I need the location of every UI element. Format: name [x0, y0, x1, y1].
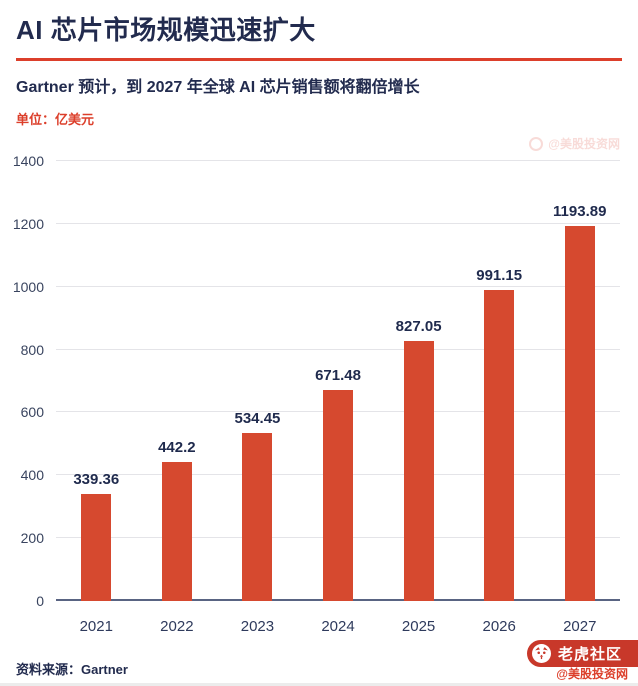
social-handle: @美股投资网	[556, 667, 628, 681]
bar-2027	[564, 225, 595, 601]
source-attribution: 资料来源：Gartner	[16, 662, 128, 677]
bar-2025	[403, 341, 434, 601]
y-tick-label: 800	[20, 341, 44, 358]
y-tick-label: 200	[20, 530, 44, 547]
bar-group-2026: 991.15	[459, 161, 540, 601]
bars-row: 339.36 442.2 534.45 671.48 827.05 991.15 1193.…	[56, 161, 620, 601]
bar-group-2025: 827.05	[378, 161, 459, 601]
y-tick-label: 0	[36, 593, 44, 609]
bottom-divider	[0, 683, 638, 686]
plot-area: 339.36 442.2 534.45 671.48 827.05 991.15 1193.…	[56, 160, 620, 601]
bar-value-label: 991.15	[476, 266, 523, 284]
x-tick-label: 2023	[240, 618, 275, 635]
x-tick-label: 2026	[482, 618, 516, 635]
x-tick-label: 2025	[401, 618, 436, 635]
footer: 资料来源：Gartner 老虎社区 @美股投资网	[0, 636, 638, 686]
bar-2026	[484, 289, 515, 601]
bar-group-2022: 442.2	[137, 161, 218, 601]
brand-name: 老虎社区	[557, 646, 622, 663]
bar-group-2023: 534.45	[217, 161, 298, 601]
y-tick-label: 600	[20, 404, 44, 421]
page-title: AI 芯片市场规模迅速扩大	[16, 15, 316, 45]
x-tick-label: 2021	[79, 618, 113, 635]
gridline	[56, 222, 620, 224]
bar-value-label: 534.45	[234, 410, 281, 428]
watermark-logo-icon	[529, 136, 544, 151]
x-tick-label: 2024	[321, 618, 355, 635]
gridline	[56, 348, 620, 350]
bar-chart: @美股投资网 0 200 400 600 800 1000 1200 1400 339.36 4…	[12, 135, 622, 635]
unit-label: 单位：亿美元	[16, 112, 95, 127]
bar-2023	[242, 433, 273, 601]
y-tick-label: 1000	[12, 278, 44, 295]
gridline	[56, 160, 620, 161]
header: AI 芯片市场规模迅速扩大 Gartner 预计，到 2027 年全球 AI 芯…	[0, 0, 638, 129]
x-axis-labels: 2021 2022 2023 2024 2025 2026 2027	[56, 609, 620, 635]
x-tick-label: 2027	[563, 618, 597, 635]
bar-value-label: 827.05	[395, 318, 442, 336]
bar-2021	[81, 494, 112, 601]
title-underline	[16, 58, 622, 61]
x-tick-label: 2022	[160, 618, 194, 635]
gridline	[56, 285, 620, 287]
tiger-logo-icon	[531, 644, 551, 663]
watermark-text: @美股投资网	[548, 137, 620, 151]
bar-group-2024: 671.48	[298, 161, 379, 601]
bar-value-label: 442.2	[158, 439, 196, 457]
y-tick-label: 400	[20, 467, 44, 484]
bar-2024	[323, 389, 354, 601]
watermark: @美股投资网	[529, 135, 620, 152]
y-axis: 0 200 400 600 800 1000 1200 1400	[12, 154, 50, 608]
bar-group-2021: 339.36	[56, 161, 137, 601]
chart-subtitle: Gartner 预计，到 2027 年全球 AI 芯片销售额将翻倍增长	[16, 79, 420, 96]
bar-value-label: 1193.89	[553, 202, 607, 220]
bar-value-label: 339.36	[73, 471, 120, 489]
bar-2022	[161, 462, 192, 601]
y-tick-label: 1400	[12, 153, 44, 169]
bar-value-label: 671.48	[315, 366, 361, 384]
y-tick-label: 1200	[12, 215, 44, 232]
brand-badge: 老虎社区	[526, 640, 638, 667]
bar-group-2027: 1193.89	[539, 161, 620, 601]
